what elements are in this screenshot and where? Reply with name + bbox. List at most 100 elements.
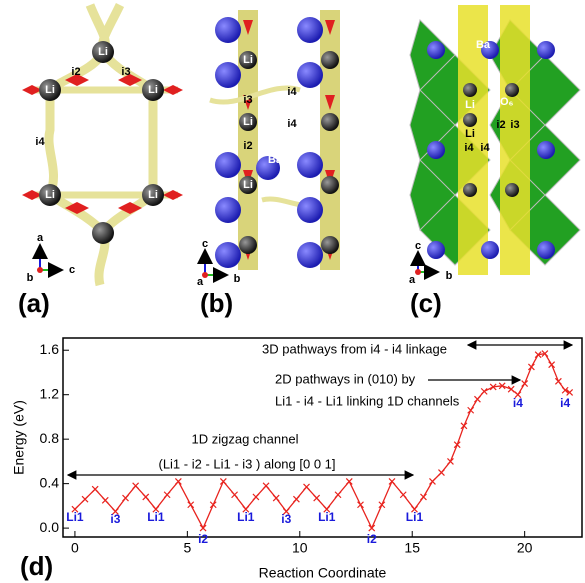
- energy-point: [111, 508, 119, 515]
- energy-point: [292, 495, 300, 503]
- energy-point: [541, 350, 549, 357]
- axis-triad-label: c: [415, 240, 421, 252]
- energy-point: [152, 505, 160, 513]
- axis-triad-label: b: [446, 270, 453, 282]
- energy-point: [498, 382, 506, 390]
- x-tick-label: 20: [517, 540, 533, 556]
- energy-point: [282, 508, 290, 515]
- energy-point: [420, 493, 427, 501]
- axis-triad-label: c: [202, 238, 208, 250]
- point-label: i2: [367, 532, 377, 546]
- structure-label: i3: [243, 94, 252, 106]
- energy-point: [313, 494, 321, 502]
- energy-point: [345, 477, 353, 485]
- structure-label: Li: [45, 189, 55, 201]
- point-label: i2: [198, 532, 208, 546]
- point-label: Li1: [66, 510, 84, 524]
- energy-point: [554, 377, 562, 385]
- energy-point: [199, 524, 207, 532]
- energy-point: [566, 389, 574, 396]
- structure-label: i3: [510, 119, 519, 131]
- energy-point: [514, 391, 522, 399]
- energy-point: [438, 469, 445, 476]
- structure-label: i2: [496, 119, 505, 131]
- structure-label: i4: [480, 142, 490, 154]
- energy-point: [187, 501, 195, 509]
- y-tick-label: 1.2: [40, 385, 60, 401]
- energy-point: [561, 386, 569, 394]
- axis-triad-label: a: [197, 276, 204, 288]
- annotation: 3D pathways from i4 - i4 linkage: [262, 341, 447, 356]
- energy-point: [81, 495, 89, 503]
- annotation: (Li1 - i2 - Li1 - i3 ) along [0 0 1]: [158, 456, 335, 471]
- panel-label: (d): [20, 551, 53, 581]
- energy-point: [219, 477, 227, 485]
- structure-label: TiO₆: [490, 96, 513, 108]
- energy-point: [303, 483, 310, 491]
- panel-label: (b): [200, 288, 233, 318]
- energy-point: [474, 395, 481, 403]
- structure-label: Li: [243, 116, 253, 128]
- energy-point: [334, 491, 342, 499]
- y-tick-label: 0.8: [40, 430, 60, 446]
- energy-point: [447, 457, 454, 465]
- energy-point: [252, 493, 260, 501]
- energy-point: [323, 505, 331, 513]
- x-tick-label: 5: [183, 540, 191, 556]
- structure-label: i4: [35, 136, 45, 148]
- structure-label: Li: [243, 54, 253, 66]
- x-tick-label: 10: [292, 540, 308, 556]
- point-label: Li1: [147, 510, 165, 524]
- axis-triad-label: a: [409, 274, 416, 286]
- point-label: i3: [281, 512, 291, 526]
- energy-point: [399, 491, 407, 499]
- axis-triad-label: b: [27, 272, 34, 284]
- structure-label: i2: [243, 140, 252, 152]
- axis-triad-label: c: [69, 264, 75, 276]
- annotation: Li1 - i4 - Li1 linking 1D channels: [275, 393, 460, 408]
- energy-point: [388, 477, 396, 485]
- y-tick-label: 0.4: [40, 474, 60, 490]
- energy-point: [163, 491, 171, 499]
- panel-label: (c): [410, 288, 442, 318]
- y-tick-label: 0.0: [40, 519, 60, 535]
- structure-label: Li: [98, 46, 108, 58]
- structure-label: i4: [464, 142, 474, 154]
- energy-point: [272, 494, 280, 502]
- energy-point: [489, 383, 497, 391]
- structure-label: Li: [148, 84, 158, 96]
- energy-point: [91, 485, 99, 493]
- energy-point: [231, 491, 239, 499]
- structure-label: i2: [71, 66, 80, 78]
- panel-a-art: [22, 3, 183, 287]
- x-axis-label: Reaction Coordinate: [259, 565, 387, 581]
- energy-point: [378, 501, 386, 509]
- energy-point: [122, 494, 129, 502]
- structure-label: Li: [243, 179, 253, 191]
- point-label: Li1: [237, 510, 255, 524]
- energy-point: [132, 482, 140, 490]
- x-tick-label: 0: [71, 540, 79, 556]
- point-label: Li1: [318, 510, 336, 524]
- energy-point: [453, 441, 461, 449]
- energy-point: [209, 501, 217, 509]
- energy-point: [467, 406, 475, 414]
- annotation: 2D pathways in (010) by: [275, 371, 416, 386]
- structure-label: Ba: [268, 154, 283, 166]
- energy-point: [480, 387, 488, 395]
- energy-point: [429, 477, 436, 485]
- panel-c-art: [409, 5, 581, 280]
- energy-point: [411, 505, 418, 513]
- annotation: 1D zigzag channel: [192, 431, 299, 446]
- x-tick-label: 15: [404, 540, 420, 556]
- energy-point: [174, 477, 182, 485]
- energy-point: [521, 380, 529, 388]
- axis-triad-label: a: [37, 232, 44, 244]
- structure-label: Li: [465, 99, 475, 111]
- structure-label: i4: [287, 118, 297, 130]
- point-label: i4: [513, 396, 523, 410]
- panel-label: (a): [18, 288, 50, 318]
- energy-point: [507, 385, 515, 393]
- energy-point: [534, 351, 542, 359]
